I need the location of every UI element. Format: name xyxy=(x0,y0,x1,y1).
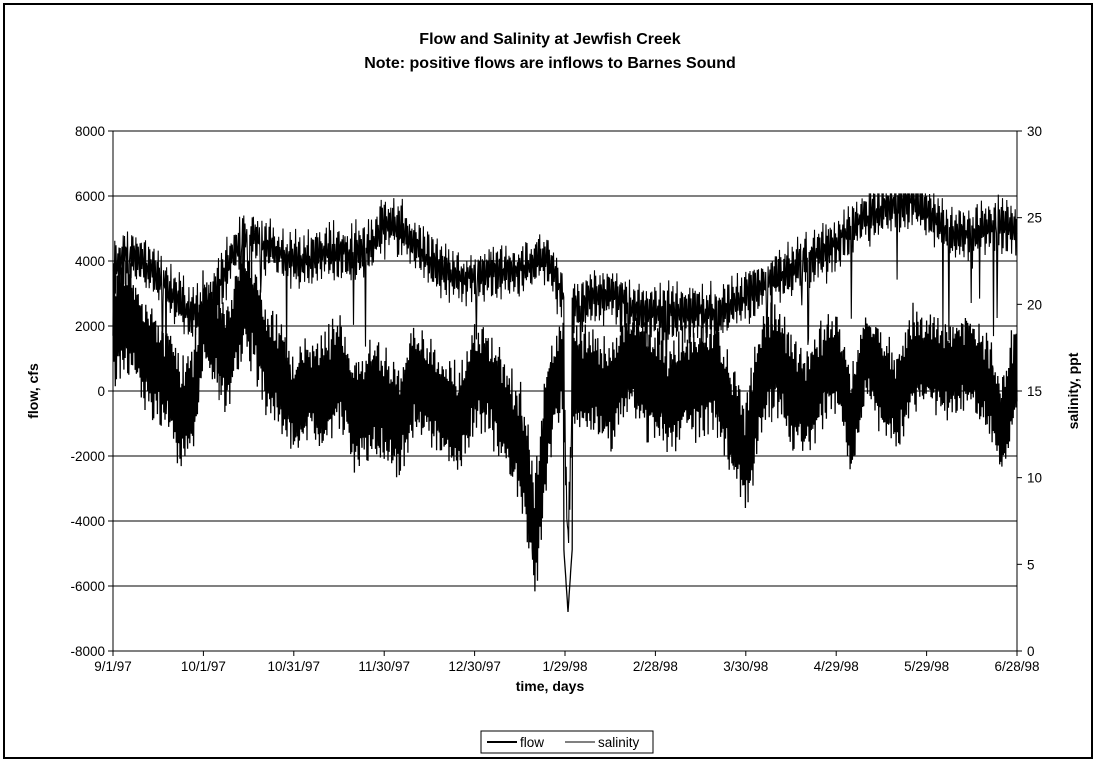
y2-tick-label: 5 xyxy=(1027,557,1035,572)
y-tick-label: -2000 xyxy=(70,449,105,464)
y-tick-label: 4000 xyxy=(75,254,105,269)
legend: flow salinity xyxy=(480,730,654,754)
y-tick-label: 0 xyxy=(97,384,105,399)
x-tick-label: 10/31/97 xyxy=(268,659,321,674)
x-tick-label: 3/30/98 xyxy=(723,659,768,674)
y-tick-label: -8000 xyxy=(70,644,105,659)
y-tick-label: -6000 xyxy=(70,579,105,594)
y-tick-label: -4000 xyxy=(70,514,105,529)
x-tick-label: 4/29/98 xyxy=(814,659,859,674)
y2-axis-ticks: 0 5 10 15 20 25 30 xyxy=(1017,124,1042,659)
series-layer xyxy=(112,193,1018,613)
y2-tick-label: 25 xyxy=(1027,211,1042,226)
y2-tick-label: 30 xyxy=(1027,124,1042,139)
flow-salinity-chart: Flow and Salinity at Jewfish Creek Note:… xyxy=(25,31,1081,754)
y2-tick-label: 20 xyxy=(1027,297,1042,312)
y-tick-label: 6000 xyxy=(75,189,105,204)
flow-series-line xyxy=(112,233,1018,613)
x-tick-label: 10/1/97 xyxy=(181,659,226,674)
chart-frame: Flow and Salinity at Jewfish Creek Note:… xyxy=(3,3,1093,759)
y-axis-ticks: -8000 -6000 -4000 -2000 0 2000 4000 6000 8000 xyxy=(70,124,113,659)
y-tick-label: 2000 xyxy=(75,319,105,334)
x-tick-label: 6/28/98 xyxy=(994,659,1039,674)
y-axis-label: flow, cfs xyxy=(25,363,41,419)
y2-axis-label: salinity, ppt xyxy=(1065,352,1081,429)
x-axis-ticks: 9/1/97 10/1/97 10/31/97 11/30/97 12/30/97 1/2… xyxy=(94,651,1040,674)
y2-tick-label: 15 xyxy=(1027,384,1042,399)
chart-title: Flow and Salinity at Jewfish Creek xyxy=(419,31,681,48)
x-tick-label: 5/29/98 xyxy=(904,659,949,674)
y-tick-label: 8000 xyxy=(75,124,105,139)
salinity-series-line xyxy=(112,193,1018,544)
x-tick-label: 2/28/98 xyxy=(633,659,678,674)
x-tick-label: 11/30/97 xyxy=(358,659,410,674)
legend-salinity-label: salinity xyxy=(598,735,640,750)
y2-tick-label: 10 xyxy=(1027,471,1042,486)
x-tick-label: 1/29/98 xyxy=(542,659,587,674)
y2-tick-label: 0 xyxy=(1027,644,1035,659)
legend-flow-label: flow xyxy=(520,735,544,750)
x-axis-label: time, days xyxy=(516,678,585,694)
chart-subtitle: Note: positive flows are inflows to Barn… xyxy=(364,55,736,72)
x-tick-label: 9/1/97 xyxy=(94,659,132,674)
x-tick-label: 12/30/97 xyxy=(448,659,501,674)
